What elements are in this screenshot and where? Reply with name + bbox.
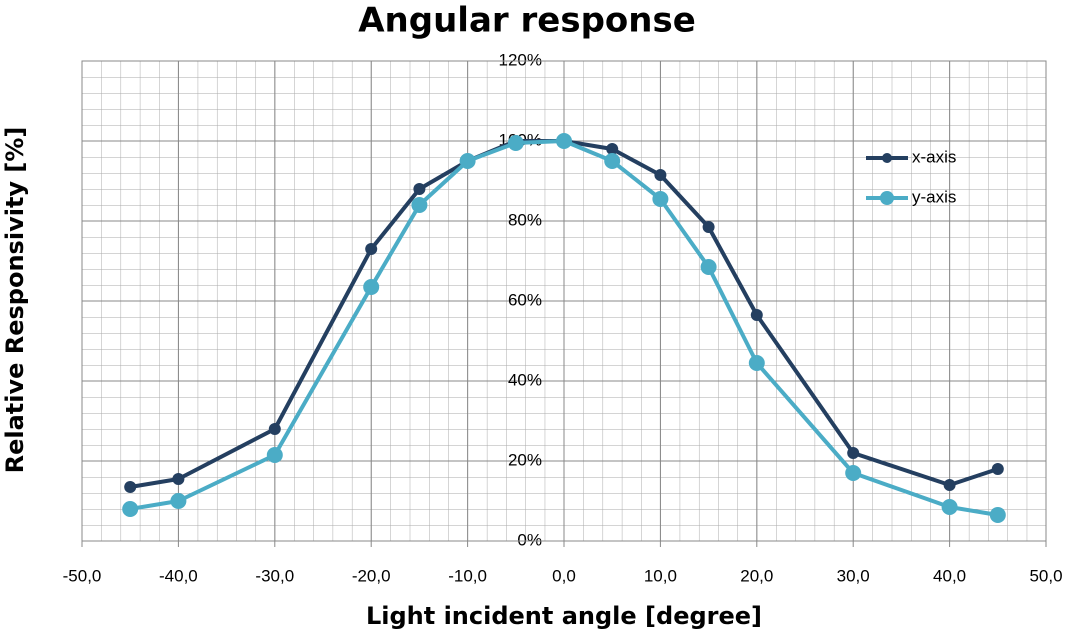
x-tick-label: 50,0	[1029, 566, 1062, 585]
x-tick-label: -40,0	[159, 566, 198, 585]
plot-border	[81, 60, 1047, 542]
data-point	[652, 191, 669, 207]
data-point	[459, 153, 476, 169]
data-point	[413, 183, 426, 195]
data-point	[365, 243, 378, 255]
data-point	[943, 479, 956, 491]
y-tick-label: 40%	[508, 370, 542, 389]
data-point	[941, 499, 958, 515]
data-point	[172, 473, 185, 485]
data-point	[606, 143, 619, 155]
data-point	[122, 501, 139, 517]
data-point	[507, 135, 524, 151]
data-point	[604, 153, 621, 169]
x-tick-label: 0,0	[552, 566, 576, 585]
data-point	[363, 279, 380, 295]
x-tick-label: -10,0	[448, 566, 487, 585]
x-tick-label: -50,0	[63, 566, 102, 585]
data-point	[989, 507, 1006, 523]
y-tick-label: 120%	[499, 50, 542, 69]
data-point	[556, 133, 572, 149]
data-point	[845, 465, 862, 481]
legend-marker	[880, 191, 894, 205]
data-point	[170, 493, 187, 509]
data-point	[411, 197, 428, 213]
data-point	[748, 355, 765, 371]
x-tick-label: 10,0	[644, 566, 677, 585]
data-point	[268, 423, 281, 435]
y-tick-label: 80%	[508, 210, 542, 229]
y-tick-label: 0%	[517, 530, 542, 549]
data-point	[750, 309, 763, 321]
x-axis-title: Light incident angle [degree]	[366, 602, 762, 630]
y-axis-title: Relative Responsivity [%]	[1, 127, 29, 474]
data-point	[654, 169, 667, 181]
x-tick-label: 40,0	[933, 566, 966, 585]
data-point	[991, 463, 1004, 475]
y-tick-label: 20%	[508, 450, 542, 469]
x-tick-label: 30,0	[837, 566, 870, 585]
legend-label: x-axis	[912, 147, 956, 166]
x-tick-label: 20,0	[740, 566, 773, 585]
legend-label: y-axis	[912, 187, 956, 206]
data-point	[124, 481, 137, 493]
data-point	[847, 447, 860, 459]
legend-marker	[882, 153, 892, 163]
x-tick-label: -30,0	[255, 566, 294, 585]
data-point	[266, 447, 283, 463]
x-tick-label: -20,0	[352, 566, 391, 585]
chart-title: Angular response	[358, 1, 696, 41]
y-tick-label: 60%	[508, 290, 542, 309]
data-point	[702, 221, 715, 233]
data-point	[700, 259, 717, 275]
